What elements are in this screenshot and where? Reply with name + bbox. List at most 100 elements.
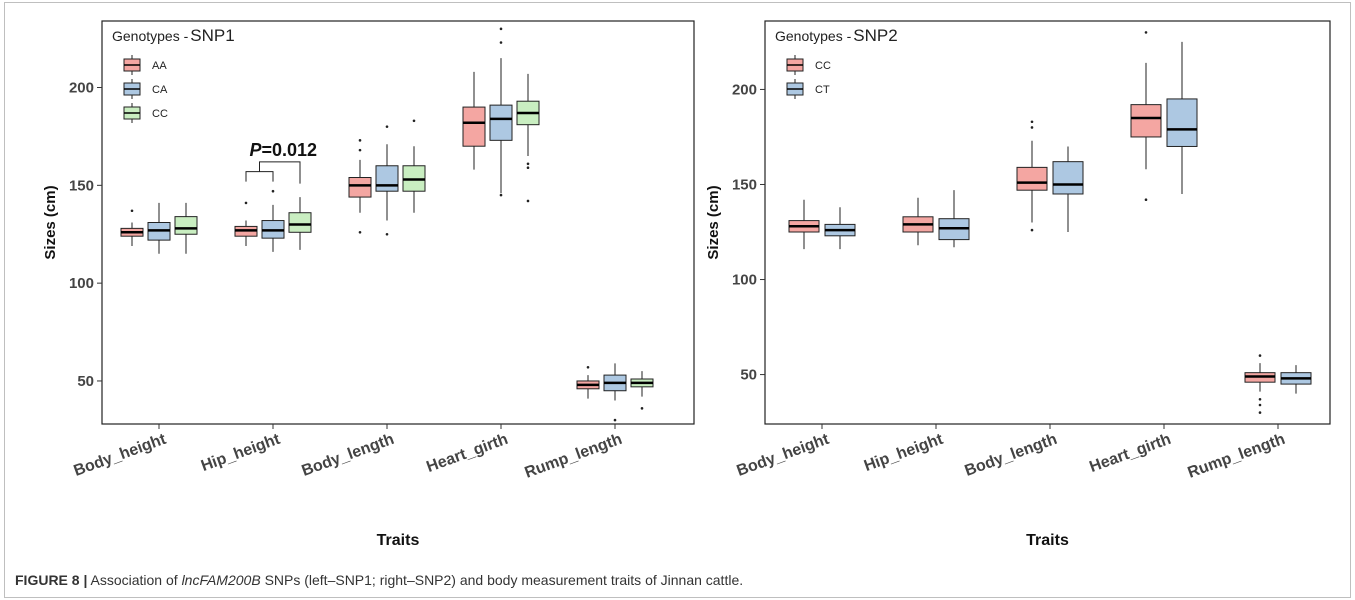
y-axis-label: Sizes (cm) — [705, 185, 722, 259]
x-tick-label: Rump_length — [1185, 431, 1287, 482]
y-tick-label: 150 — [69, 177, 94, 194]
legend-title: Genotypes - — [112, 28, 189, 44]
outlier-point — [1144, 198, 1148, 201]
legend-title: Genotypes - — [775, 28, 852, 44]
outlier-point — [271, 189, 275, 193]
outlier-point — [526, 166, 530, 170]
caption-gene: lncFAM200B — [181, 572, 261, 588]
outlier-point — [244, 201, 248, 205]
box-iqr — [1052, 161, 1084, 195]
outlier-point — [1258, 354, 1262, 357]
outlier-point — [526, 162, 530, 166]
box-CC-Hip_height — [902, 197, 934, 246]
caption-text-pre: Association of — [90, 572, 178, 588]
x-tick-label: Body_length — [300, 431, 397, 480]
x-tick-label: Heart_girth — [1087, 431, 1173, 476]
legend-entry-label: AA — [152, 60, 167, 72]
box-CA-Rump_length — [603, 363, 627, 422]
box-iqr — [375, 165, 399, 192]
p-value-label: P=0.012 — [250, 140, 318, 160]
caption-text-post: SNPs (left–SNP1; right–SNP2) and body me… — [264, 572, 744, 588]
box-AA-Hip_height — [234, 201, 258, 246]
legend: Genotypes - SNP1 AA CA CC — [112, 26, 235, 123]
box-CC-Rump_length — [1244, 354, 1276, 414]
figure-frame: 50 100 150 200 Sizes (cm) Body_height Hip_heig… — [4, 2, 1351, 598]
legend-entry-label: CC — [815, 60, 831, 72]
y-axis-label: Sizes (cm) — [42, 185, 59, 259]
y-tick-label: 50 — [77, 373, 94, 390]
y-tick-label: 100 — [69, 275, 94, 292]
legend-entry-label: CC — [152, 108, 168, 120]
outlier-point — [586, 365, 590, 369]
box-CC-Body_length — [402, 119, 426, 213]
bracket-upper — [259, 161, 301, 184]
outlier-point — [412, 119, 416, 123]
x-tick-label: Hip_height — [199, 431, 283, 475]
box-CC-Body_height — [174, 202, 198, 254]
outlier-point — [385, 232, 389, 236]
box-iqr — [462, 106, 486, 147]
outlier-point — [499, 27, 503, 31]
chart-2: 50 100 150 200 Sizes (cm) Body_height Hip_heig… — [705, 20, 1331, 549]
box-iqr — [489, 104, 513, 141]
outlier-point — [358, 139, 362, 142]
outlier-point — [499, 193, 503, 197]
outlier-point — [385, 125, 389, 128]
box-CT-Body_height — [824, 207, 856, 250]
outlier-point — [1258, 403, 1262, 407]
legend: Genotypes - SNP2 CC CT — [775, 26, 898, 99]
box-CC-Hip_height — [288, 197, 312, 250]
x-tick-label: Hip_height — [862, 431, 946, 475]
x-axis-label: Traits — [1026, 532, 1069, 549]
box-CC-Body_height — [788, 199, 820, 250]
box-CT-Hip_height — [938, 190, 970, 248]
box-CT-Heart_girth — [1166, 41, 1198, 194]
outlier-point — [499, 41, 503, 44]
box-CA-Hip_height — [261, 189, 285, 252]
box-CT-Body_length — [1052, 146, 1084, 233]
x-tick-label: Heart_girth — [424, 431, 510, 476]
box-iqr — [288, 212, 312, 233]
box-AA-Body_length — [348, 139, 372, 234]
y-tick-label: 100 — [732, 272, 757, 289]
legend-entry-label: CA — [152, 84, 168, 96]
legend-title-snp: SNP1 — [190, 26, 234, 45]
outlier-point — [358, 148, 362, 152]
outlier-point — [1030, 228, 1034, 232]
x-tick-label: Body_height — [735, 431, 832, 480]
outlier-point — [1258, 411, 1262, 414]
box-CC-Body_length — [1016, 120, 1048, 232]
x-tick-label: Rump_length — [522, 431, 624, 482]
charts-svg: 50 100 150 200 Sizes (cm) Body_height Hip_heig… — [42, 20, 1331, 549]
bracket-lower — [245, 171, 274, 182]
outlier-point — [358, 230, 362, 234]
y-tick-label: 150 — [732, 176, 757, 193]
box-CT-Rump_length — [1280, 365, 1312, 394]
caption-label: FIGURE 8 | — [15, 572, 88, 588]
significance-annotation: P=0.012 — [245, 140, 318, 184]
box-CA-Body_length — [375, 125, 399, 236]
box-CA-Heart_girth — [489, 27, 513, 197]
chart-1: 50 100 150 200 Sizes (cm) Body_height Hip_heig… — [42, 20, 695, 549]
box-CC-Heart_girth — [1130, 31, 1162, 201]
box-iqr — [1016, 166, 1048, 191]
outlier-point — [1258, 397, 1262, 401]
box-AA-Body_height — [120, 209, 144, 246]
legend-title-snp: SNP2 — [853, 26, 897, 45]
plot-panel — [764, 20, 1331, 425]
box-iqr — [1166, 98, 1198, 147]
x-tick-label: Body_height — [72, 431, 169, 480]
box-CA-Body_height — [147, 202, 171, 254]
box-iqr — [174, 216, 198, 235]
y-tick-label: 200 — [732, 81, 757, 98]
box-iqr — [348, 177, 372, 198]
box-CC-Rump_length — [630, 371, 654, 410]
outlier-point — [640, 407, 644, 410]
x-tick-label: Body_length — [963, 431, 1060, 480]
box-AA-Rump_length — [576, 365, 600, 399]
plot-panel — [101, 20, 695, 425]
outlier-point — [613, 418, 617, 422]
box-CC-Heart_girth — [516, 73, 540, 203]
outlier-point — [526, 199, 530, 203]
y-tick-label: 200 — [69, 80, 94, 97]
